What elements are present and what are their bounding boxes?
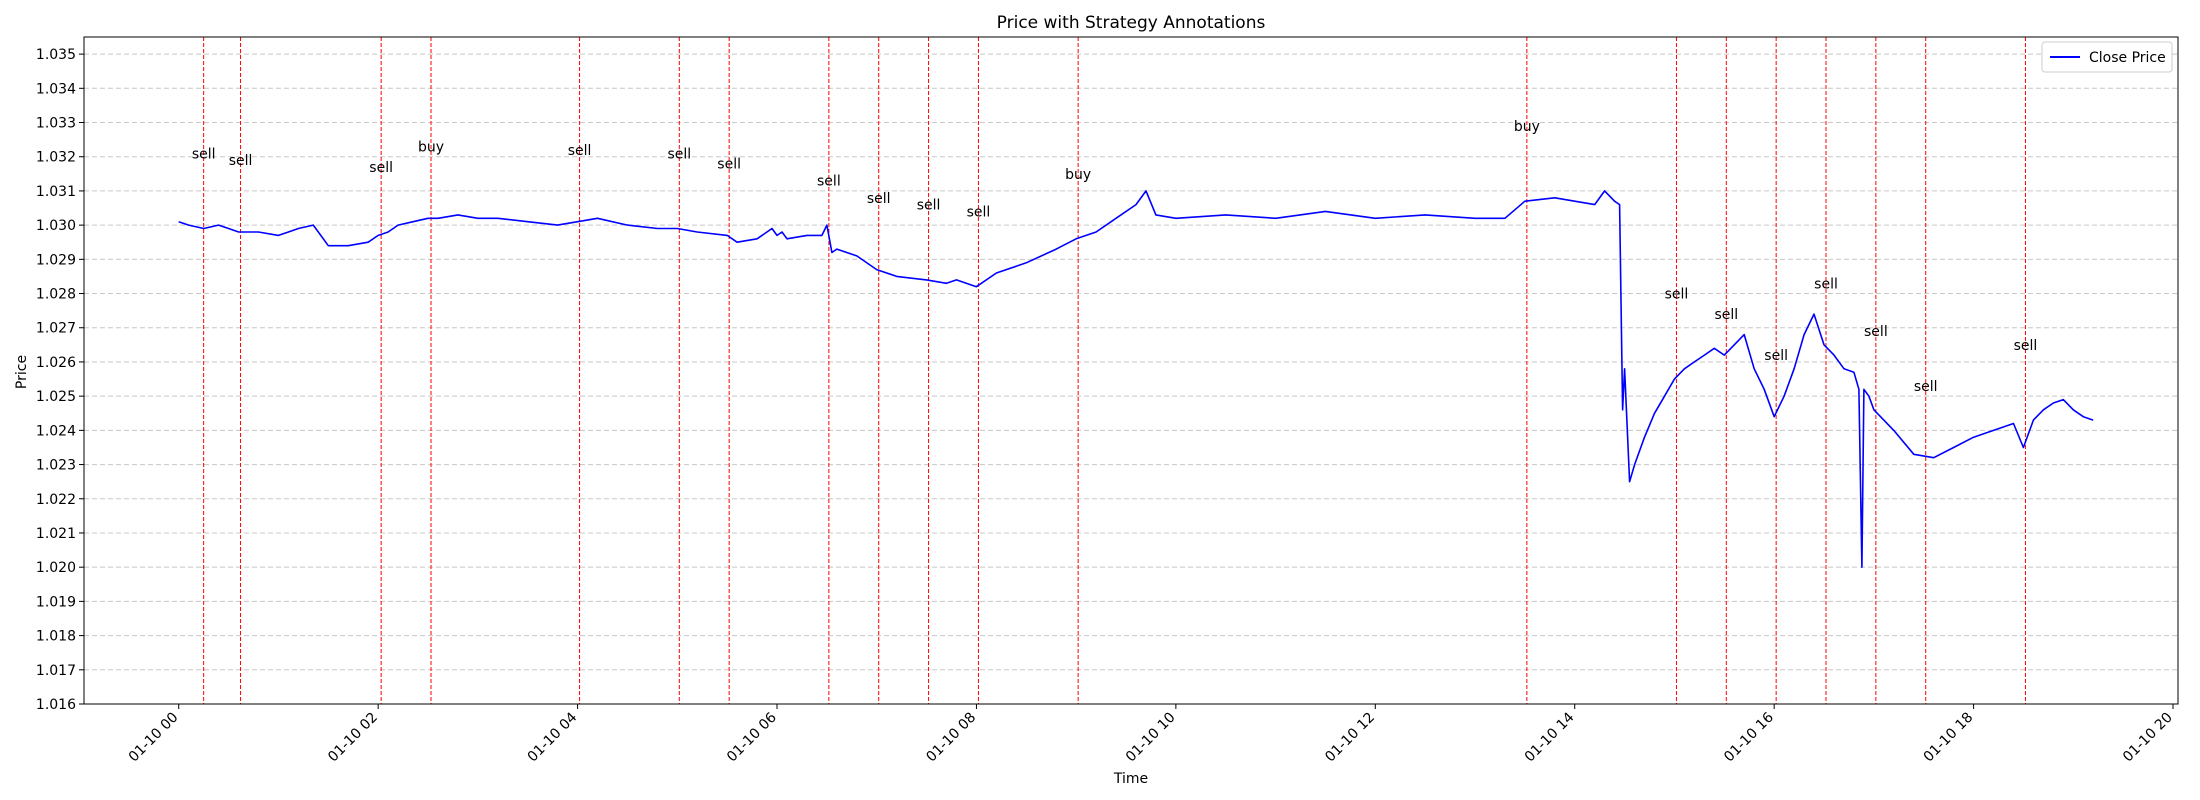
annotation-label-sell: sell bbox=[1914, 379, 1938, 395]
y-tick-label: 1.023 bbox=[36, 458, 76, 474]
legend-entry-close-price: Close Price bbox=[2089, 50, 2166, 66]
y-tick-label: 1.035 bbox=[36, 47, 76, 63]
annotation-label-buy: buy bbox=[1514, 119, 1540, 135]
y-axis: 1.016 1.017 1.018 1.019 1.020 1.021 1.022 1.023… bbox=[36, 47, 84, 713]
legend-box bbox=[2041, 41, 2173, 73]
chart-title: Price with Strategy Annotations bbox=[997, 13, 1266, 33]
annotation-label-sell: sell bbox=[568, 143, 592, 159]
annotation-label-sell: sell bbox=[229, 153, 253, 169]
y-tick-label: 1.030 bbox=[36, 218, 76, 234]
y-tick-label: 1.020 bbox=[36, 560, 76, 576]
y-tick-label: 1.024 bbox=[36, 423, 76, 439]
annotation-label-sell: sell bbox=[967, 204, 991, 220]
y-tick-label: 1.028 bbox=[36, 287, 76, 303]
grid-layer bbox=[84, 53, 2178, 705]
y-tick-label: 1.029 bbox=[36, 252, 76, 268]
y-tick-label: 1.016 bbox=[36, 697, 76, 713]
annotation-label-sell: sell bbox=[917, 198, 941, 214]
annotation-label-sell: sell bbox=[1665, 287, 1689, 303]
annotation-label-sell: sell bbox=[2014, 338, 2038, 354]
annotation-label-sell: sell bbox=[1864, 324, 1888, 340]
y-tick-label: 1.019 bbox=[36, 594, 76, 610]
y-axis-title: Price bbox=[14, 355, 30, 389]
annotation-label-sell: sell bbox=[817, 174, 841, 190]
annotation-label-sell: sell bbox=[667, 146, 691, 162]
y-tick-label: 1.027 bbox=[36, 321, 76, 337]
y-tick-label: 1.031 bbox=[36, 184, 76, 200]
y-tick-label: 1.021 bbox=[36, 526, 76, 542]
y-tick-label: 1.018 bbox=[36, 629, 76, 645]
legend: Close Price bbox=[2041, 41, 2173, 73]
annotation-label-buy: buy bbox=[418, 139, 444, 155]
y-tick-label: 1.025 bbox=[36, 389, 76, 405]
y-tick-label: 1.017 bbox=[36, 663, 76, 679]
annotation-label-sell: sell bbox=[1814, 276, 1838, 292]
annotation-label-buy: buy bbox=[1065, 167, 1091, 183]
annotation-label-sell: sell bbox=[867, 191, 891, 207]
series-layer bbox=[178, 190, 2094, 569]
y-tick-label: 1.026 bbox=[36, 355, 76, 371]
x-axis-title: Time bbox=[1113, 771, 1148, 787]
plot-frame bbox=[83, 36, 2179, 705]
annotation-label-sell: sell bbox=[717, 157, 741, 173]
annotation-label-sell: sell bbox=[1764, 348, 1788, 364]
y-tick-label: 1.033 bbox=[36, 116, 76, 132]
series-line-close-price bbox=[178, 190, 2094, 569]
y-tick-label: 1.032 bbox=[36, 150, 76, 166]
y-tick-label: 1.022 bbox=[36, 492, 76, 508]
y-tick-label: 1.034 bbox=[36, 81, 76, 97]
annotation-label-sell: sell bbox=[369, 160, 393, 176]
annotation-label-sell: sell bbox=[192, 146, 216, 162]
annotation-label-sell: sell bbox=[1714, 307, 1738, 323]
annotation-lines bbox=[203, 37, 2026, 704]
